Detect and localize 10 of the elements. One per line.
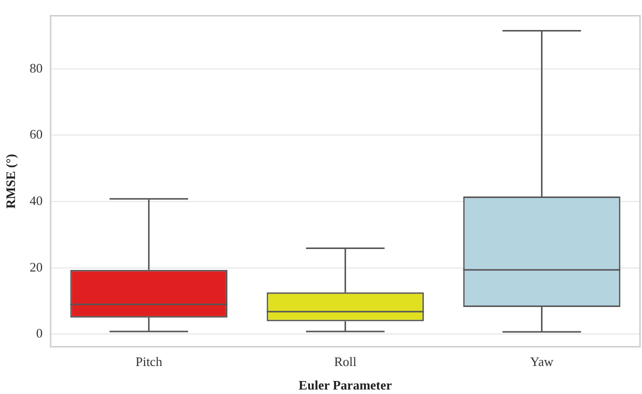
x-tick-label: Roll xyxy=(334,354,357,370)
x-tick-label: Yaw xyxy=(530,354,554,370)
y-tick-label: 40 xyxy=(30,192,43,208)
y-tick-label: 80 xyxy=(30,60,43,76)
y-axis-title: RMSE (°) xyxy=(3,154,18,209)
x-axis-title: Euler Parameter xyxy=(298,378,392,393)
x-tick-label: Pitch xyxy=(135,354,163,370)
y-tick-label: 0 xyxy=(36,326,43,341)
y-tick-label: 20 xyxy=(30,259,43,274)
y-tick-label: 60 xyxy=(30,126,43,142)
